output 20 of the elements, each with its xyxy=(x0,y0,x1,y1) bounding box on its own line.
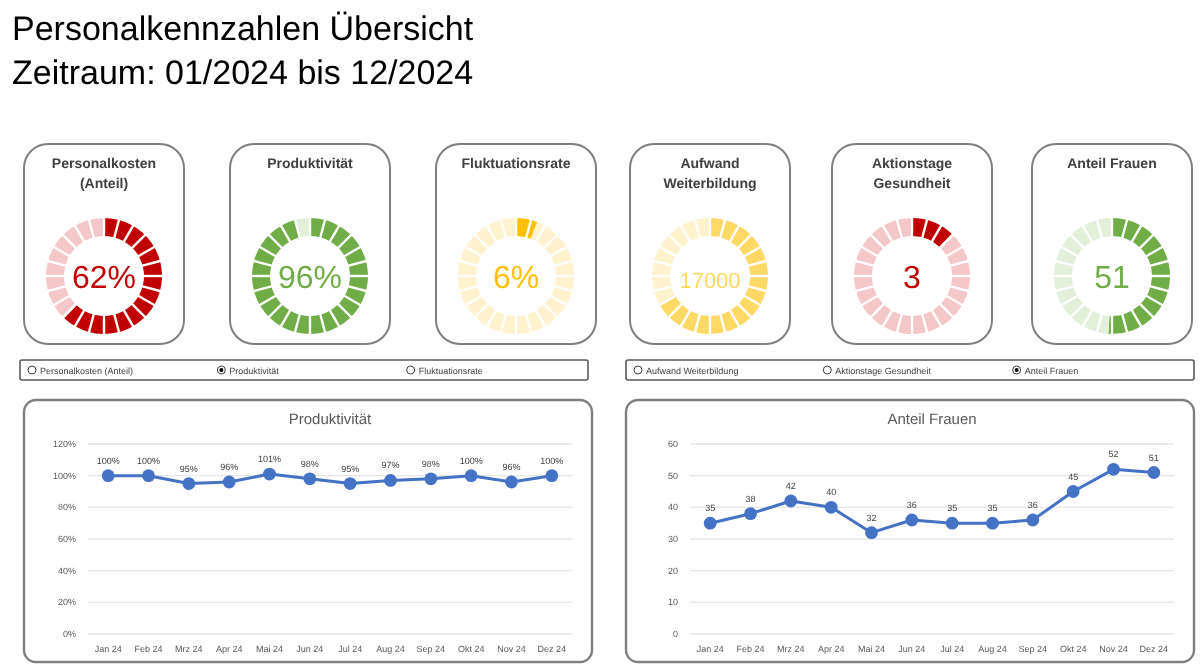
point xyxy=(1147,466,1161,479)
point xyxy=(1107,462,1120,476)
text: 62% xyxy=(71,262,137,296)
point xyxy=(784,494,798,508)
text: Personalkennzahlen Übersicht xyxy=(12,10,474,48)
point xyxy=(744,507,757,521)
point xyxy=(824,500,838,514)
point xyxy=(945,516,959,530)
text: 96% xyxy=(277,262,343,296)
point xyxy=(1026,513,1040,527)
point xyxy=(865,526,878,540)
text: 17000 xyxy=(679,270,741,294)
point xyxy=(1066,485,1080,498)
point xyxy=(986,516,999,530)
text: 3 xyxy=(903,262,922,296)
text: 6% xyxy=(492,262,540,296)
point xyxy=(905,513,919,527)
text: Zeitraum: 01/2024 bis 12/2024 xyxy=(12,54,474,92)
text: 51 xyxy=(1094,262,1130,296)
point xyxy=(703,516,717,530)
